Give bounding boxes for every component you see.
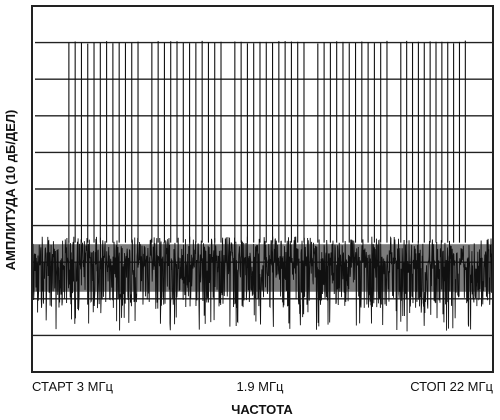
x-tick-start: СТАРТ 3 МГц [32,379,113,394]
plot-border [31,5,494,373]
x-axis-title: ЧАСТОТА [231,402,293,417]
tone-spikes [68,40,466,243]
noise-band [32,244,493,292]
x-tick-center: 1.9 МГц [237,379,285,394]
plot-frame [31,5,494,373]
x-tick-stop: СТОП 22 МГц [410,379,493,394]
noise-floor-trace [31,236,494,332]
y-axis-title: АМПЛИТУДА (10 дБ/ДЕЛ) [3,110,18,271]
